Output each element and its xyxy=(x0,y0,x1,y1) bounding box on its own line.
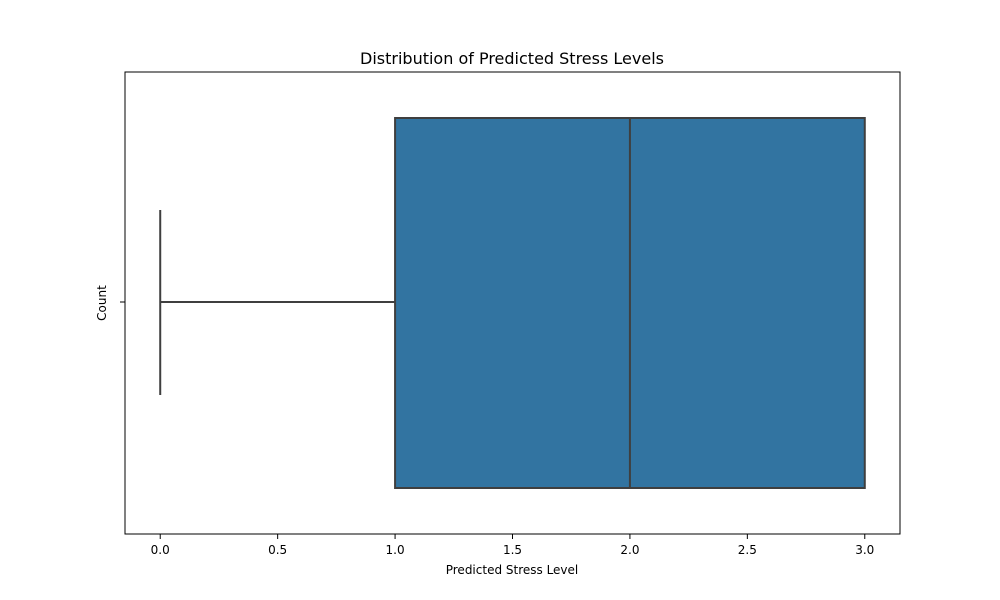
x-tick-label: 3.0 xyxy=(855,543,874,557)
x-tick-label: 2.0 xyxy=(620,543,639,557)
x-axis: 0.0 0.5 1.0 1.5 2.0 2.5 3.0 xyxy=(151,534,874,557)
x-tick-label: 2.5 xyxy=(738,543,757,557)
x-axis-label: Predicted Stress Level xyxy=(446,563,579,577)
x-tick-label: 0.0 xyxy=(151,543,170,557)
box-series xyxy=(159,117,866,489)
chart-title: Distribution of Predicted Stress Levels xyxy=(360,49,664,68)
x-tick-label: 1.0 xyxy=(386,543,405,557)
x-tick-label: 1.5 xyxy=(503,543,522,557)
x-tick-label: 0.5 xyxy=(268,543,287,557)
y-axis-label: Count xyxy=(95,285,109,321)
